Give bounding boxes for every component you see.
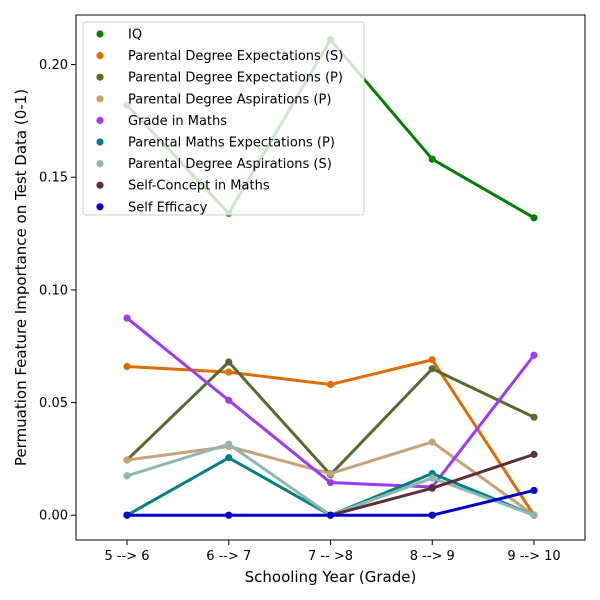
tick-group: 0.00 0.05 0.10 0.15 0.20 5 --> 6 6 --> 7 7 -- >…: [39, 58, 561, 564]
legend-label: Self-Concept in Maths: [128, 179, 270, 194]
legend-label: IQ: [128, 28, 142, 43]
data-point: [123, 472, 131, 480]
series-3: [123, 438, 538, 519]
data-point: [225, 368, 233, 376]
legend: IQ Parental Degree Expectations (S) Parent…: [82, 21, 365, 216]
legend-marker: [96, 138, 104, 146]
legend-label: Self Efficacy: [128, 200, 208, 215]
legend-label: Parental Degree Aspirations (P): [128, 92, 331, 107]
data-point: [123, 511, 131, 519]
x-tick-label: 9 --> 10: [507, 549, 560, 564]
legend-marker: [96, 116, 104, 124]
legend-label: Parental Maths Expectations (P): [128, 136, 335, 151]
data-point: [428, 365, 436, 373]
series-8: [123, 486, 538, 519]
legend-marker: [96, 95, 104, 103]
data-point: [123, 362, 131, 371]
data-point: [326, 511, 335, 519]
data-point: [530, 214, 538, 222]
x-tick-label: 7 -- >8: [308, 549, 353, 564]
data-point: [225, 511, 233, 519]
legend-marker: [96, 203, 104, 211]
data-point: [225, 396, 233, 404]
legend-marker: [96, 73, 104, 81]
y-tick-label: 0.15: [39, 171, 68, 186]
data-point: [428, 484, 436, 492]
legend-label: Parental Degree Expectations (P): [128, 71, 343, 86]
y-tick-label: 0.05: [39, 396, 68, 411]
legend-marker: [96, 160, 104, 168]
legend-marker: [96, 30, 104, 38]
data-point: [123, 314, 131, 322]
legend-marker: [96, 52, 104, 60]
data-point: [428, 155, 436, 163]
series-7: [326, 450, 538, 519]
legend-marker: [96, 181, 104, 189]
data-point: [326, 469, 335, 478]
data-point: [530, 351, 538, 359]
legend-label: Parental Degree Expectations (S): [128, 49, 343, 64]
legend-box: [82, 21, 365, 216]
x-axis-label: Schooling Year (Grade): [245, 568, 417, 586]
data-point: [225, 454, 233, 462]
data-point: [326, 380, 335, 389]
data-point: [428, 474, 436, 482]
x-tick-label: 6 --> 7: [206, 549, 251, 564]
data-point: [530, 413, 538, 421]
data-point: [225, 440, 233, 448]
data-point: [428, 511, 436, 519]
data-point: [123, 456, 131, 464]
data-point: [530, 450, 538, 458]
data-point: [428, 356, 436, 364]
legend-label: Grade in Maths: [128, 114, 227, 129]
x-tick-label: 8 --> 9: [410, 549, 455, 564]
series-2: [123, 358, 538, 479]
x-tick-label: 5 --> 6: [104, 549, 149, 564]
y-axis-label: Permuation Feature Importance on Test Da…: [12, 89, 30, 466]
legend-label: Parental Degree Aspirations (S): [128, 157, 332, 172]
data-point: [225, 358, 233, 366]
y-tick-label: 0.20: [39, 58, 68, 73]
y-tick-label: 0.00: [39, 509, 68, 524]
series-5: [123, 454, 538, 519]
data-point: [530, 486, 538, 495]
data-point: [530, 511, 538, 519]
plot-area: [123, 36, 538, 519]
data-point: [428, 438, 436, 446]
y-tick-label: 0.10: [39, 283, 68, 298]
data-point: [326, 478, 335, 487]
